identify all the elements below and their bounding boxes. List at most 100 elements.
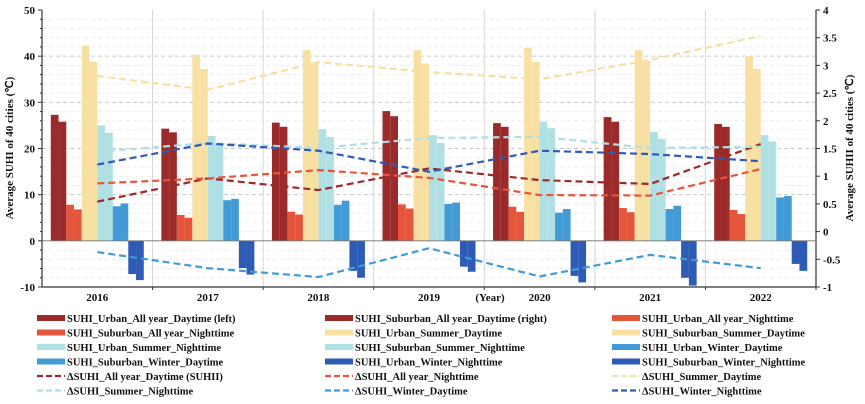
bar (271, 122, 280, 241)
legend-swatch (37, 358, 65, 365)
bar (444, 203, 453, 241)
legend-label: ΔSUHI_Summer_Nighttime (67, 387, 193, 398)
bar (603, 117, 612, 241)
legend-swatch (612, 315, 640, 321)
bar (192, 54, 201, 241)
bar (555, 212, 563, 241)
bar (429, 135, 437, 241)
legend-swatch (612, 358, 640, 365)
bar (200, 69, 208, 241)
tick-label-right: 3 (823, 60, 829, 72)
tick-label-left: 50 (24, 5, 36, 17)
legend-swatch (325, 344, 353, 350)
bar (619, 208, 627, 241)
bar (405, 208, 414, 241)
bar (493, 123, 501, 241)
bar (287, 211, 296, 241)
bar (673, 205, 682, 241)
bar (760, 135, 769, 241)
legend-label: SUHI_Suburban_Winter_Daytime (67, 358, 224, 369)
bar (231, 198, 239, 241)
bar (176, 214, 185, 241)
legend-label: SUHI_Suburban_All year_Nighttime (67, 329, 234, 340)
bar (508, 206, 517, 241)
x-axis-label: (Year) (475, 292, 505, 304)
tick-label-left: 0 (30, 236, 36, 248)
bar (120, 203, 129, 241)
bar (207, 136, 216, 241)
bar (302, 50, 311, 241)
tick-label-left: 40 (24, 51, 36, 63)
bar (74, 209, 82, 241)
bar (737, 214, 746, 241)
bar (776, 197, 784, 241)
tick-label-right: 0 (823, 227, 829, 239)
bar (634, 50, 643, 241)
legend-swatch (325, 358, 353, 365)
bar (215, 143, 224, 241)
bar (752, 69, 761, 241)
legend-swatch (325, 329, 353, 336)
legend-label: SUHI_Urban_All year_Nighttime (642, 314, 794, 325)
legend-swatch (612, 329, 640, 336)
tick-label-right: 3.5 (823, 33, 837, 45)
bar (626, 212, 635, 241)
legend-label: SUHI_Suburban_All year_Daytime (right) (355, 314, 547, 325)
bar (714, 124, 722, 241)
legend-label: SUHI_Urban_Winter_Daytime (642, 343, 783, 354)
tick-label-x: 2016 (86, 292, 109, 304)
legend-swatch (325, 315, 353, 321)
bar (460, 240, 468, 267)
bar (398, 204, 406, 241)
bar (246, 240, 255, 275)
bar (58, 121, 67, 241)
y-axis-label-right: Average SUHII of 40 cities (℃) (844, 74, 856, 221)
legend-swatch (37, 315, 65, 321)
tick-label-left: -10 (20, 282, 35, 294)
y-axis-label-left: Average SUHI of 40 cities (℃) (4, 76, 16, 219)
bar (89, 61, 98, 241)
bar (112, 206, 121, 241)
bar (547, 128, 556, 241)
bar (161, 128, 170, 241)
legend-label: SUHI_Suburban_Summer_Daytime (642, 329, 805, 340)
bar (611, 121, 620, 241)
bar (50, 114, 59, 241)
bar (341, 200, 350, 241)
bar (721, 126, 730, 241)
bar (791, 240, 800, 264)
bar (413, 50, 422, 241)
bar (516, 211, 525, 241)
tick-label-right: -1 (823, 282, 832, 294)
bar (66, 204, 75, 241)
bar (799, 240, 808, 271)
bar (223, 200, 232, 241)
tick-label-x: 2018 (307, 292, 330, 304)
legend-label: SUHI_Suburban_Summer_Nighttime (355, 343, 525, 354)
tick-label-right: 2.5 (823, 88, 837, 100)
bar (81, 45, 90, 241)
tick-label-right: 1.5 (823, 144, 837, 156)
tick-label-x: 2017 (197, 292, 220, 304)
bar (279, 126, 288, 241)
bar (562, 208, 571, 241)
bar (657, 138, 666, 241)
legend-swatch (37, 344, 65, 350)
bar (578, 240, 587, 283)
bar (333, 204, 342, 241)
legend-label: SUHI_Suburban_Winter_Nighttime (642, 358, 806, 369)
bar (642, 60, 651, 241)
legend-label: SUHI_Urban_All year_Daytime (left) (67, 314, 236, 325)
tick-label-right: 1 (823, 171, 829, 183)
tick-label-x: 2019 (418, 292, 441, 304)
legend-label: SUHI_Urban_Winter_Nighttime (355, 358, 503, 369)
bar (688, 240, 697, 286)
bar (768, 141, 777, 241)
legend-label: ΔSUHI_Winter_Daytime (355, 387, 468, 398)
bar (570, 240, 579, 276)
bar (783, 196, 792, 241)
legend: SUHI_Urban_All year_Daytime (left) SUHI_S… (37, 314, 806, 398)
bar (349, 240, 358, 271)
tick-label-right: 0.5 (823, 199, 837, 211)
